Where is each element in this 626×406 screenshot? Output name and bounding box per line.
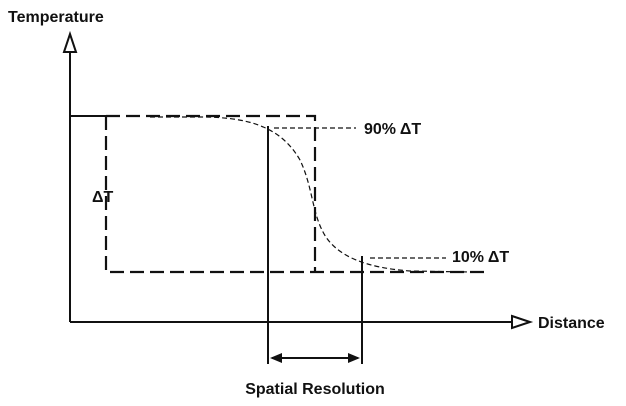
lower-label: 10% ΔT [452, 249, 509, 266]
x-arrow [511, 314, 534, 330]
ideal-step [104, 114, 490, 274]
arrowhead-left [270, 353, 282, 363]
resolution-label: Spatial Resolution [245, 381, 385, 398]
upper-label: 90% ΔT [364, 121, 421, 138]
delta-t-label: ΔT [92, 189, 114, 206]
y-arrow [62, 30, 78, 53]
arrowhead-right [348, 353, 360, 363]
x-axis-label: Distance [538, 315, 605, 332]
y-axis-label: Temperature [8, 9, 104, 26]
measured-curve [150, 116, 471, 273]
